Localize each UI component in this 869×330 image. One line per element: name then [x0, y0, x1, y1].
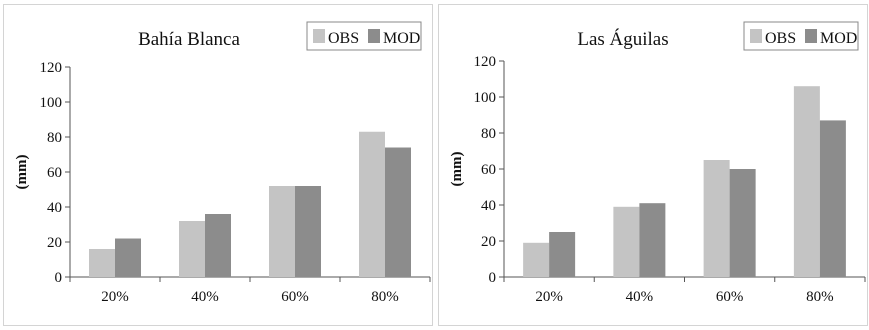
y-tick-label: 60 [481, 162, 496, 178]
legend-swatch-mod [805, 29, 817, 43]
x-tick-label: 80% [806, 289, 834, 305]
bar-mod-80pct [385, 147, 411, 277]
legend-label-obs: OBS [328, 30, 359, 47]
y-tick-label: 120 [474, 54, 497, 70]
bar-obs-80pct [793, 86, 820, 277]
x-tick-label: 20% [101, 289, 129, 305]
chart-panel-las-aguilas: Las Águilas OBS MOD 0 20 40 60 80 100 120 (mm) 20% 4… [438, 4, 868, 326]
bar-mod-20pct [115, 238, 141, 277]
y-tick-label: 0 [55, 270, 63, 286]
legend: OBS MOD [306, 21, 422, 51]
bar-obs-40pct [613, 206, 640, 277]
legend-swatch-obs [313, 29, 325, 43]
y-tick-label: 60 [47, 165, 62, 181]
legend-swatch-obs [750, 29, 762, 43]
y-axis-label: (mm) [14, 155, 30, 190]
bar-obs-40pct [179, 221, 205, 277]
x-tick-label: 60% [716, 289, 744, 305]
y-tick-label: 40 [47, 200, 62, 216]
bar-obs-20pct [89, 249, 115, 277]
legend-label-obs: OBS [765, 30, 796, 47]
bar-mod-60pct [295, 186, 321, 277]
chart-title: Las Águilas [577, 28, 668, 50]
bar-mod-40pct [205, 214, 231, 277]
legend: OBS MOD [743, 21, 859, 51]
y-tick-label: 80 [47, 130, 62, 146]
bar-obs-60pct [703, 160, 730, 277]
y-axis-label: (mm) [449, 152, 465, 187]
bar-obs-60pct [269, 186, 295, 277]
chart-panel-bahia-blanca: Bahía Blanca OBS MOD 0 20 40 60 80 100 120 (mm) 20%… [3, 4, 433, 326]
bar-mod-80pct [819, 120, 846, 278]
legend-swatch-mod [368, 29, 380, 43]
bar-obs-80pct [359, 131, 385, 277]
bar-mod-40pct [639, 203, 666, 277]
legend-label-mod: MOD [383, 30, 420, 47]
y-tick-label: 0 [489, 270, 497, 286]
y-tick-label: 20 [481, 234, 496, 250]
bar-chart-bahia-blanca: Bahía Blanca OBS MOD 0 20 40 60 80 100 120 (mm) 20%… [14, 21, 431, 305]
legend-box [306, 21, 422, 51]
chart-title: Bahía Blanca [138, 29, 240, 50]
y-tick-label: 40 [481, 198, 496, 214]
x-tick-label: 60% [281, 289, 309, 305]
bar-mod-60pct [729, 169, 756, 277]
y-tick-label: 100 [474, 90, 497, 106]
bar-chart-las-aguilas: Las Águilas OBS MOD 0 20 40 60 80 100 120 (mm) 20% 4… [449, 21, 866, 305]
y-tick-label: 100 [40, 95, 63, 111]
legend-box [743, 21, 859, 51]
legend-label-mod: MOD [820, 30, 857, 47]
x-tick-label: 40% [191, 289, 219, 305]
bar-mod-20pct [549, 232, 576, 277]
y-tick-label: 20 [47, 235, 62, 251]
x-tick-label: 40% [626, 289, 654, 305]
y-tick-label: 120 [40, 60, 63, 76]
bar-obs-20pct [523, 242, 550, 277]
x-tick-label: 20% [535, 289, 563, 305]
y-tick-label: 80 [481, 126, 496, 142]
x-tick-label: 80% [371, 289, 399, 305]
